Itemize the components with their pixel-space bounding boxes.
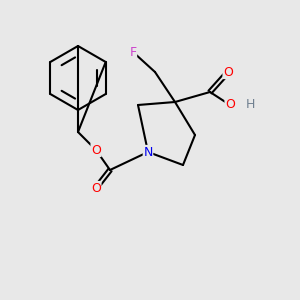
Text: O: O [223,65,233,79]
Text: H: H [245,98,255,112]
Text: O: O [91,143,101,157]
Text: O: O [225,98,235,112]
Text: F: F [129,46,137,59]
Text: N: N [143,146,153,158]
Text: O: O [91,182,101,194]
